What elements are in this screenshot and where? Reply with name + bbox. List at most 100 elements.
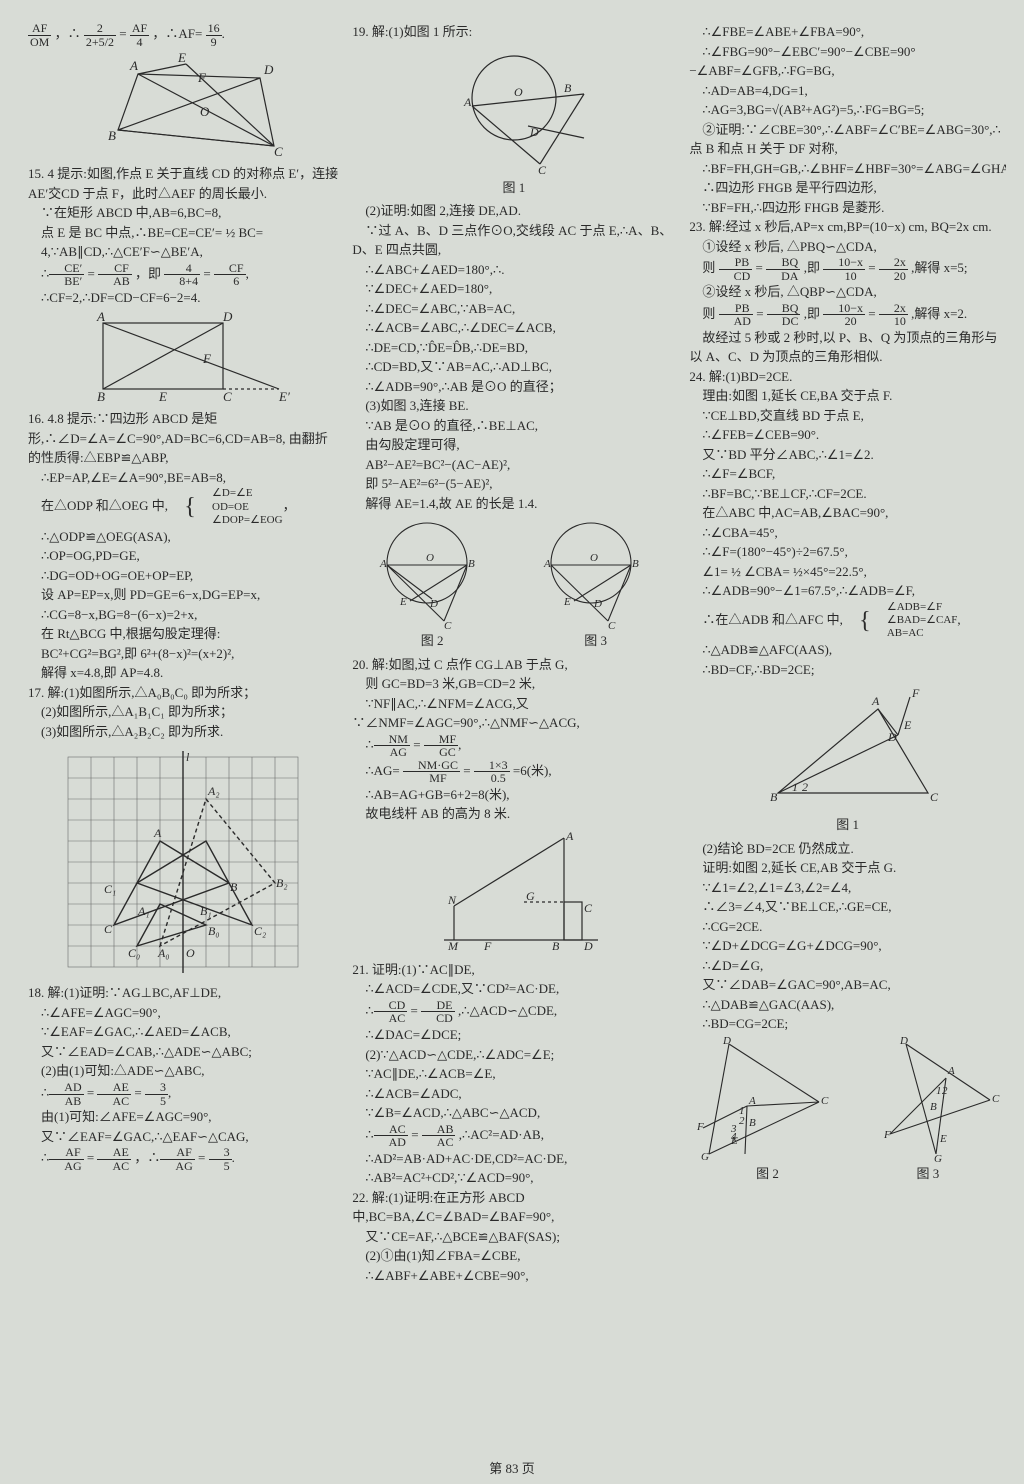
svg-text:G: G xyxy=(934,1153,942,1164)
p20e: ∴AG= NM·GCMF = 1×30.5 =6(米), xyxy=(352,759,675,785)
p19g: ∴∠ACB=∠ABC,∴∠DEC=∠ACB, xyxy=(352,318,675,338)
p24i: ∴∠CBA=45°, xyxy=(689,523,1006,543)
p19f: ∴∠DEC=∠ABC,∵AB=AC, xyxy=(352,299,675,319)
p18g: 由(1)可知:∠AFE=∠AGC=90°, xyxy=(28,1107,338,1127)
svg-text:N: N xyxy=(447,893,457,907)
svg-text:D: D xyxy=(722,1035,731,1047)
p20b: 则 GC=BD=3 米,GB=CD=2 米, xyxy=(352,674,675,694)
svg-text:C: C xyxy=(930,790,939,804)
p19d: ∴∠ABC+∠AED=180°,∴. xyxy=(352,260,675,280)
svg-text:2: 2 xyxy=(739,1115,745,1127)
svg-text:F: F xyxy=(696,1121,704,1133)
p24l: ∴∠ADB=90°−∠1=67.5°,∴∠ADB=∠F, xyxy=(689,581,1006,601)
fig24-1-caption: 图 1 xyxy=(689,815,1006,835)
svg-text:F: F xyxy=(202,351,212,366)
column-3: ∴∠FBE=∠ABE+∠FBA=90°, ∴∠FBG=90°−∠EBC′=90°… xyxy=(689,22,1006,1442)
svg-text:F: F xyxy=(197,70,207,85)
svg-text:O: O xyxy=(514,85,523,99)
p19p: 解得 AE=1.4,故 AE 的长是 1.4. xyxy=(352,494,675,514)
p24s: ∴∠3=∠4,又∵BE⊥CE,∴GE=CE, xyxy=(689,897,1006,917)
p24r: ∵∠1=∠2,∠1=∠3,∠2=∠4, xyxy=(689,878,1006,898)
svg-text:B₁: B₁ xyxy=(200,904,212,918)
svg-text:C: C xyxy=(608,620,616,631)
figure-circle-1: A B C D O xyxy=(434,46,594,176)
svg-text:A: A xyxy=(153,826,162,840)
p21g: ∴∠ACB=∠ADC, xyxy=(352,1084,675,1104)
svg-text:D: D xyxy=(529,125,539,139)
p19i: ∴CD=BD,又∵AB=AC,∴AD⊥BC, xyxy=(352,357,675,377)
p24b: 理由:如图 1,延长 CE,BA 交于点 F. xyxy=(689,386,1006,406)
p21h: ∵∠B=∠ACD,∴△ABC∽△ACD, xyxy=(352,1103,675,1123)
l4: ∴AG=3,BG=√(AB²+AG²)=5,∴FG=BG=5; xyxy=(689,100,1006,120)
p18b: ∴∠AFE=∠AGC=90°, xyxy=(28,1003,338,1023)
svg-text:E: E xyxy=(563,596,571,608)
svg-text:C: C xyxy=(992,1093,1000,1105)
fig24-3-caption: 图 3 xyxy=(850,1164,1006,1184)
p21c: ∴CDAC = DECD ,∴△ACD∽△CDE, xyxy=(352,999,675,1025)
p17b: (2)如图所示,△A₁B₁C₁ 即为所求； xyxy=(28,702,338,722)
svg-text:O: O xyxy=(200,104,210,119)
p23f: 故经过 5 秒或 2 秒时,以 P、B、Q 为顶点的三角形与以 A、C、D 为顶… xyxy=(689,328,1006,367)
svg-text:A: A xyxy=(96,311,105,324)
svg-text:E: E xyxy=(903,718,912,732)
p16h: ∴CG=8−x,BG=8−(6−x)=2+x, xyxy=(28,605,338,625)
column-1: AFOM ，∴ 22+5/2 = AF4 ，∴AF= 169. A B C D xyxy=(28,22,338,1442)
p22d: ∴∠ABF+∠ABE+∠CBE=90°, xyxy=(352,1266,675,1286)
p18e: (2)由(1)可知:△ADE∽△ABC, xyxy=(28,1061,338,1081)
p19k: (3)如图 3,连接 BE. xyxy=(352,396,675,416)
svg-text:C: C xyxy=(444,620,452,631)
figure-pole: A B C D G N M F xyxy=(414,828,614,958)
fig1-caption: 图 1 xyxy=(352,178,675,198)
p24q: 证明:如图 2,延长 CE,AB 交于点 G. xyxy=(689,858,1006,878)
p21e: (2)∵△ACD∽△CDE,∴∠ADC=∠E; xyxy=(352,1045,675,1065)
p20d: ∴NMAG = MFGC, xyxy=(352,733,675,759)
p16f: ∴DG=OD+OG=OE+OP=EP, xyxy=(28,566,338,586)
p19a: 19. 解:(1)如图 1 所示: xyxy=(352,22,675,42)
l8: ∵BF=FH,∴四边形 FHGB 是菱形. xyxy=(689,198,1006,218)
svg-text:C₀: C₀ xyxy=(128,946,140,960)
l7: ∴四边形 FHGB 是平行四边形, xyxy=(689,178,1006,198)
svg-text:1: 1 xyxy=(936,1085,942,1097)
svg-text:2: 2 xyxy=(802,780,808,794)
svg-text:C₁: C₁ xyxy=(104,882,116,896)
p19e: ∵∠DEC+∠AED=180°, xyxy=(352,279,675,299)
p24p: (2)结论 BD=2CE 仍然成立. xyxy=(689,839,1006,859)
p24u: ∵∠D+∠DCG=∠G+∠DCG=90°, xyxy=(689,936,1006,956)
p16g: 设 AP=EP=x,则 PD=GE=6−x,DG=EP=x, xyxy=(28,585,338,605)
figure-quad-1: A B C D E F O xyxy=(78,52,288,162)
svg-text:A: A xyxy=(129,58,138,73)
l1: ∴∠FBE=∠ABE+∠FBA=90°, xyxy=(689,22,1006,42)
svg-text:C: C xyxy=(274,144,283,159)
p23b: ①设经 x 秒后, △PBQ∽△CDA, xyxy=(689,237,1006,257)
svg-text:B: B xyxy=(97,389,105,404)
p21d: ∴∠DAC=∠DCE; xyxy=(352,1025,675,1045)
svg-text:B₀: B₀ xyxy=(208,924,220,938)
p16e: ∴OP=OG,PD=GE, xyxy=(28,546,338,566)
p19j: ∴∠ADB=90°,∴AB 是⊙O 的直径； xyxy=(352,377,675,397)
svg-text:A₁: A₁ xyxy=(137,904,150,918)
svg-text:O: O xyxy=(590,552,598,564)
svg-text:D: D xyxy=(583,939,593,953)
figure-24-1: A B C D E F 12 xyxy=(748,683,948,813)
p18i: ∴AFAG = AEAC ，∴AFAG = 35. xyxy=(28,1146,338,1172)
p18d: 又∵∠EAD=∠CAB,∴△ADE∽△ABC; xyxy=(28,1042,338,1062)
p24j: ∴∠F=(180°−45°)÷2=67.5°, xyxy=(689,542,1006,562)
svg-text:B: B xyxy=(230,880,238,894)
svg-text:E: E xyxy=(177,52,186,65)
svg-text:A: A xyxy=(463,95,472,109)
l2: ∴∠FBG=90°−∠EBC′=90°−∠CBE=90°−∠ABF=∠GFB,∴… xyxy=(689,42,1006,81)
svg-text:D: D xyxy=(887,730,897,744)
p23a: 23. 解:经过 x 秒后,AP=x cm,BP=(10−x) cm, BQ=2… xyxy=(689,217,1006,237)
svg-text:A₀: A₀ xyxy=(157,946,170,960)
svg-text:B: B xyxy=(564,81,572,95)
svg-text:E: E xyxy=(399,596,407,608)
p22c: (2)①由(1)知∠FBA=∠CBE, xyxy=(352,1246,675,1266)
p20f: ∴AB=AG+GB=6+2=8(米), xyxy=(352,785,675,805)
af-equals: ，∴AF= xyxy=(152,26,202,41)
svg-text:D: D xyxy=(263,62,274,77)
svg-text:A: A xyxy=(565,829,574,843)
p19b: (2)证明:如图 2,连接 DE,AD. xyxy=(352,201,675,221)
p24d: ∴∠FEB=∠CEB=90°. xyxy=(689,425,1006,445)
svg-text:D: D xyxy=(222,311,233,324)
svg-text:C: C xyxy=(104,922,113,936)
